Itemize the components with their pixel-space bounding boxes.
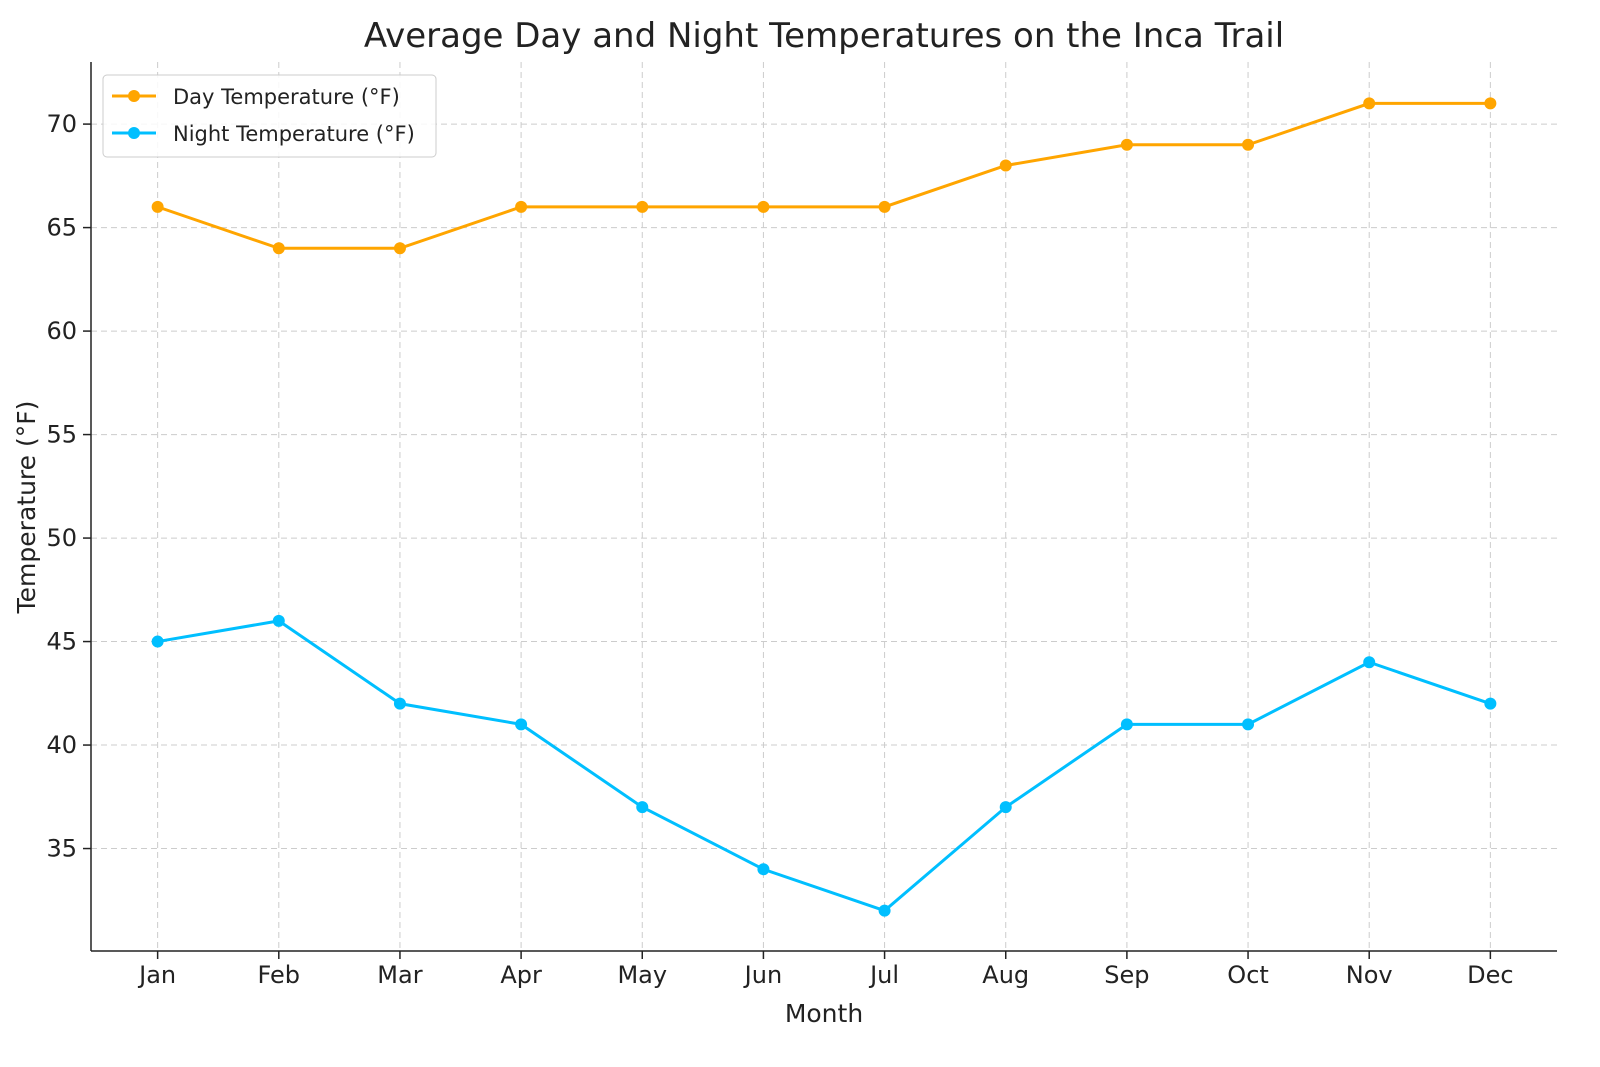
data-point <box>1120 718 1133 731</box>
y-tick-label: 35 <box>46 835 77 863</box>
legend-box <box>102 74 437 158</box>
data-point <box>393 697 406 710</box>
y-axis-label: Temperature (°F) <box>12 401 41 615</box>
legend-marker <box>128 90 140 102</box>
chart-title: Average Day and Night Temperatures on th… <box>364 16 1284 56</box>
y-tick-label: 60 <box>46 317 77 345</box>
grid <box>91 62 1557 951</box>
legend-label: Day Temperature (°F) <box>173 85 400 109</box>
data-point <box>636 801 649 814</box>
x-tick-label: Nov <box>1346 961 1393 989</box>
y-tick-label: 50 <box>46 524 77 552</box>
data-point <box>636 200 649 213</box>
y-tick-label: 45 <box>46 628 77 656</box>
x-axis-label: Month <box>785 999 863 1028</box>
data-point <box>1484 97 1497 110</box>
x-tick-label: Dec <box>1467 961 1513 989</box>
data-point <box>1484 697 1497 710</box>
y-tick-label: 55 <box>46 421 77 449</box>
data-point <box>393 242 406 255</box>
data-point <box>999 801 1012 814</box>
series-group <box>151 97 1497 917</box>
data-point <box>757 863 770 876</box>
data-point <box>878 200 891 213</box>
x-tick-label: Apr <box>500 961 542 989</box>
data-point <box>151 200 164 213</box>
data-point <box>757 200 770 213</box>
legend: Day Temperature (°F) Night Temperature (°… <box>102 74 437 158</box>
data-point <box>1120 138 1133 151</box>
x-tick-label: Jan <box>137 961 176 989</box>
data-point <box>515 718 528 731</box>
series-line-0 <box>157 101 1491 250</box>
legend-label: Night Temperature (°F) <box>173 122 415 146</box>
x-tick-label: Oct <box>1227 961 1269 989</box>
x-tick-label: Feb <box>258 961 301 989</box>
x-tick-label: Jun <box>743 961 783 989</box>
data-point <box>878 904 891 917</box>
series-line-1 <box>157 619 1491 913</box>
data-point <box>272 614 285 627</box>
data-point <box>999 159 1012 172</box>
data-point <box>1363 656 1376 669</box>
x-tick-label: Mar <box>377 961 422 989</box>
data-point <box>1242 138 1255 151</box>
x-tick-label: Aug <box>982 961 1029 989</box>
x-tick-label: Jul <box>868 961 899 989</box>
y-tick-label: 70 <box>46 110 77 138</box>
x-tick-label: Sep <box>1104 961 1149 989</box>
axes: Jan Feb Mar Apr May Jun Jul Aug Sep Oct Nov Dec 35 40… <box>46 62 1557 989</box>
data-point <box>151 635 164 648</box>
data-point <box>1363 97 1376 110</box>
legend-marker <box>128 127 140 139</box>
y-tick-label: 40 <box>46 731 77 759</box>
x-tick-label: May <box>617 961 667 989</box>
y-tick-label: 65 <box>46 214 77 242</box>
data-point <box>272 242 285 255</box>
data-point <box>1242 718 1255 731</box>
data-point <box>515 200 528 213</box>
